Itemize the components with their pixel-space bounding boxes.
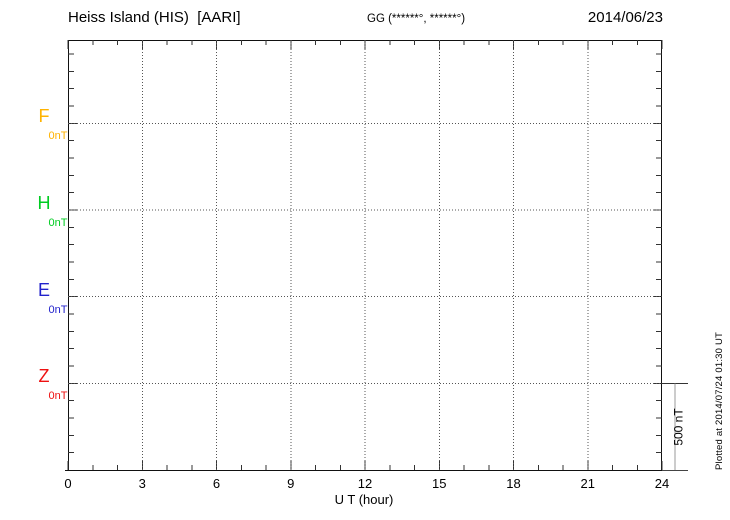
channel-baseline-value: 0nT [48,390,68,403]
plot-frame [65,39,688,472]
x-axis-label: U T (hour) [334,492,394,507]
channel-baseline-value: 0nT [48,130,68,143]
channel-baseline-value: 0nT [48,216,68,229]
scale-bar-label: 500 nT [671,408,686,446]
scale-bar [662,382,688,471]
channel-baseline-value: 0nT [48,303,68,316]
station-title: Heiss Island (HIS) [AARI] [68,9,241,26]
x-tick-label: 6 [212,476,221,491]
x-tick-label: 15 [432,476,447,491]
channel-letter: Z [38,366,50,387]
x-tick-label: 12 [357,476,373,491]
geographic-coords-text: GG (******°, ******°) [367,13,466,25]
plot-date: 2014/06/23 [587,9,663,26]
x-tick-label: 18 [506,476,521,491]
x-tick-label: 9 [287,476,295,491]
x-tick-label: 24 [654,476,670,491]
channel-letter: E [37,279,50,300]
y-axis-ticks [68,53,662,454]
plotted-at-note: Plotted at 2014/07/24 01:30 UT [714,331,725,470]
channel-baselines [68,122,662,384]
x-axis-ticks [67,40,663,470]
channel-letter: F [38,106,50,127]
x-tick-label: 21 [580,476,595,491]
x-tick-label: 0 [64,476,72,491]
channel-letter: H [37,192,51,213]
x-gridlines [141,40,589,470]
x-tick-label: 3 [138,476,146,491]
